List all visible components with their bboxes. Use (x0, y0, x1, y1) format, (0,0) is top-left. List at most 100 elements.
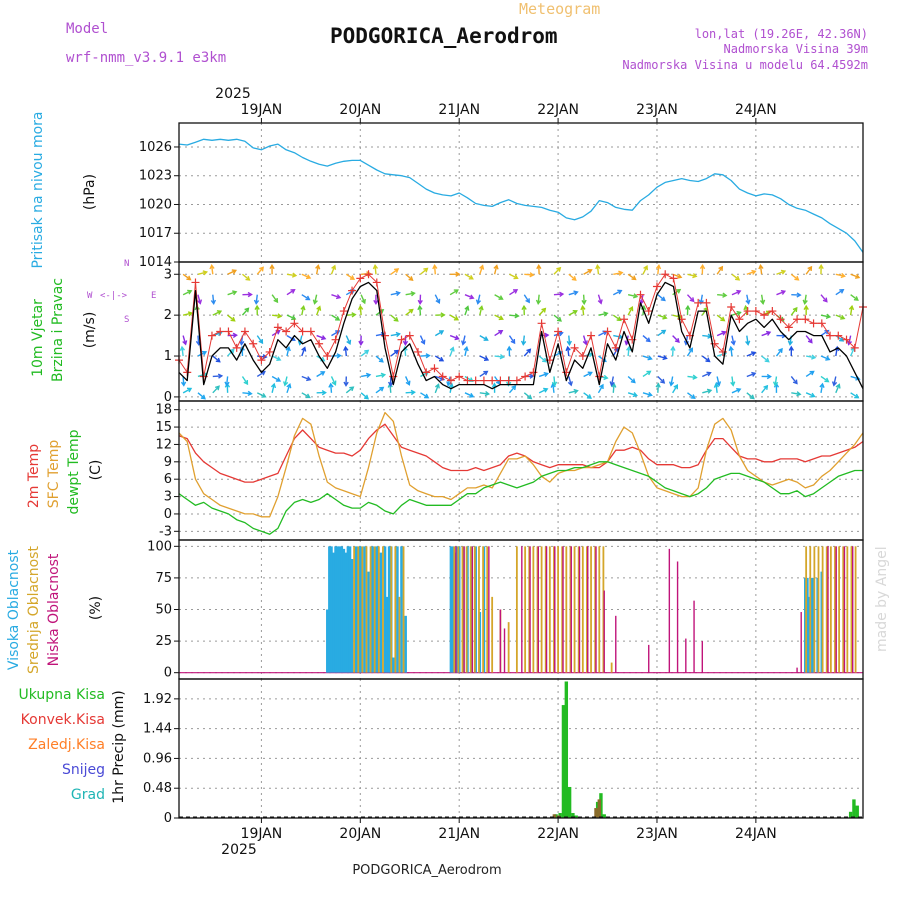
compass-north: N (124, 259, 129, 269)
year-top-label: 2025 (215, 86, 251, 102)
wind-arrow-3-16 (419, 335, 425, 345)
wind-gust-mark-23 (364, 270, 373, 279)
wind-arrowhead-6-39 (758, 263, 764, 270)
wind-arrow-4-6 (272, 314, 282, 317)
wind-arrow-0-31 (642, 392, 652, 396)
wind-arrowhead-5-24 (535, 299, 542, 306)
day-label-bottom-3: 22JAN (537, 826, 579, 842)
ytick-label-0-3: 1023 (139, 169, 172, 184)
wind-arrow-0-44 (835, 384, 840, 394)
wind-arrow-0-7 (286, 384, 291, 394)
wind-arrowhead-6-37 (735, 275, 741, 281)
wind-arrow-4-9 (315, 306, 321, 316)
wind-compass: W <-|-> E N S (87, 259, 156, 325)
wind-arrowhead-6-40 (780, 269, 787, 275)
wind-arrow-6-0 (182, 273, 191, 281)
wind-arrow-5-31 (640, 294, 644, 304)
wind-arrowhead-2-3 (229, 348, 235, 354)
wind-arrow-2-43 (820, 355, 830, 361)
wind-arrow-5-10 (331, 294, 341, 299)
wind-arrow-5-35 (700, 294, 703, 304)
wind-arrowhead-3-21 (498, 329, 504, 335)
precip-legend-frz: Zaledj.Kisa (28, 737, 105, 753)
wind-arrowhead-5-38 (745, 299, 751, 305)
wind-arrowhead-4-30 (628, 305, 634, 312)
wind-arrow-5-3 (227, 291, 237, 296)
wind-arrow-4-11 (346, 313, 356, 316)
wind-arrowhead-4-37 (736, 310, 742, 316)
wind-arrowhead-5-2 (210, 299, 217, 306)
wind-arrowhead-3-11 (346, 339, 352, 346)
wind-arrow-5-29 (612, 289, 622, 296)
wind-gust-mark-46 (554, 327, 563, 336)
temp-title-2m: 2m Temp (26, 444, 42, 508)
wind-arrowhead-6-28 (595, 263, 601, 270)
cloud-title-mid: Srednja Oblacnost (26, 546, 42, 674)
wind-arrow-6-8 (301, 273, 311, 279)
wind-arrowhead-0-22 (511, 384, 517, 391)
wind-arrow-1-30 (627, 375, 636, 383)
wind-arrowhead-2-22 (506, 345, 512, 351)
wind-arrowhead-6-20 (479, 264, 485, 270)
wind-arrowhead-0-33 (673, 384, 678, 390)
wind-arrowhead-6-27 (587, 269, 593, 274)
wind-arrowhead-5-42 (802, 299, 808, 305)
wind-arrowhead-4-6 (277, 313, 283, 319)
model-elevation-label: Nadmorska Visina u modelu 64.4592m (622, 58, 868, 72)
wind-arrow-4-36 (716, 314, 725, 322)
wind-arrowhead-4-8 (300, 304, 306, 311)
wind-arrowhead-3-15 (402, 340, 409, 346)
wind-arrowhead-0-2 (215, 385, 220, 391)
wind-arrowhead-4-25 (556, 316, 562, 322)
wind-gust-mark-53 (611, 343, 620, 352)
wind-arrowhead-1-18 (446, 381, 452, 387)
wind-arrowhead-6-0 (186, 275, 192, 281)
ytick-label-4-4: 1.92 (143, 692, 172, 707)
wind-arrow-3-42 (805, 335, 813, 343)
wind-arrow-1-15 (404, 376, 410, 385)
wind-arrow-0-45 (850, 392, 859, 399)
wind-arrow-2-23 (523, 348, 531, 357)
wind-gust-mark-51 (595, 372, 604, 381)
wind-arrowhead-1-24 (543, 372, 549, 378)
wind-arrowhead-1-22 (506, 381, 512, 387)
wind-arrow-1-8 (301, 375, 311, 381)
wind-arrowhead-1-25 (551, 381, 558, 387)
wind-arrowhead-6-35 (699, 263, 706, 270)
cloud-title-high: Visoka Oblacnost (6, 549, 22, 670)
wind-arrow-0-33 (672, 384, 678, 394)
precip-conv-bar-0 (552, 814, 557, 818)
wind-gust-mark-10 (257, 356, 266, 365)
wind-arrowhead-5-39 (759, 299, 766, 305)
wind-arrow-0-38 (746, 392, 755, 400)
wind-arrow-4-43 (820, 314, 830, 318)
wind-arrowhead-6-10 (331, 264, 337, 270)
wind-arrowhead-5-17 (435, 298, 441, 305)
wind-arrowhead-6-3 (231, 269, 238, 275)
wind-arrowhead-0-24 (543, 387, 549, 393)
wind-arrowhead-1-44 (831, 381, 838, 387)
wind-gust-mark-56 (636, 290, 645, 299)
wind-arrowhead-4-5 (254, 304, 260, 310)
wind-arrow-0-5 (256, 392, 266, 398)
wind-arrow-0-19 (464, 392, 474, 398)
wind-arrowhead-6-33 (677, 273, 683, 279)
chart-type-title: Meteogram (519, 0, 600, 18)
wind-arrowhead-3-39 (765, 330, 772, 336)
wind-arrow-2-8 (301, 347, 306, 357)
wind-arrow-5-21 (494, 294, 503, 300)
compass-south: S (124, 315, 129, 325)
wind-arrowhead-5-16 (417, 299, 423, 306)
wind-gust-mark-17 (315, 339, 324, 348)
wind-arrow-0-39 (761, 385, 768, 394)
wind-arrow-1-12 (360, 374, 371, 378)
wind-arrowhead-1-14 (387, 381, 394, 387)
wind-arrowhead-3-38 (745, 340, 751, 346)
wind-arrowhead-5-29 (617, 289, 623, 295)
wind-arrow-0-16 (420, 392, 429, 399)
wind-arrow-1-33 (670, 376, 674, 386)
wind-arrowhead-3-33 (674, 338, 680, 343)
wind-arrow-0-29 (612, 383, 615, 393)
precip-total-bar-3 (564, 681, 569, 818)
wind-arrowhead-5-40 (780, 290, 787, 295)
